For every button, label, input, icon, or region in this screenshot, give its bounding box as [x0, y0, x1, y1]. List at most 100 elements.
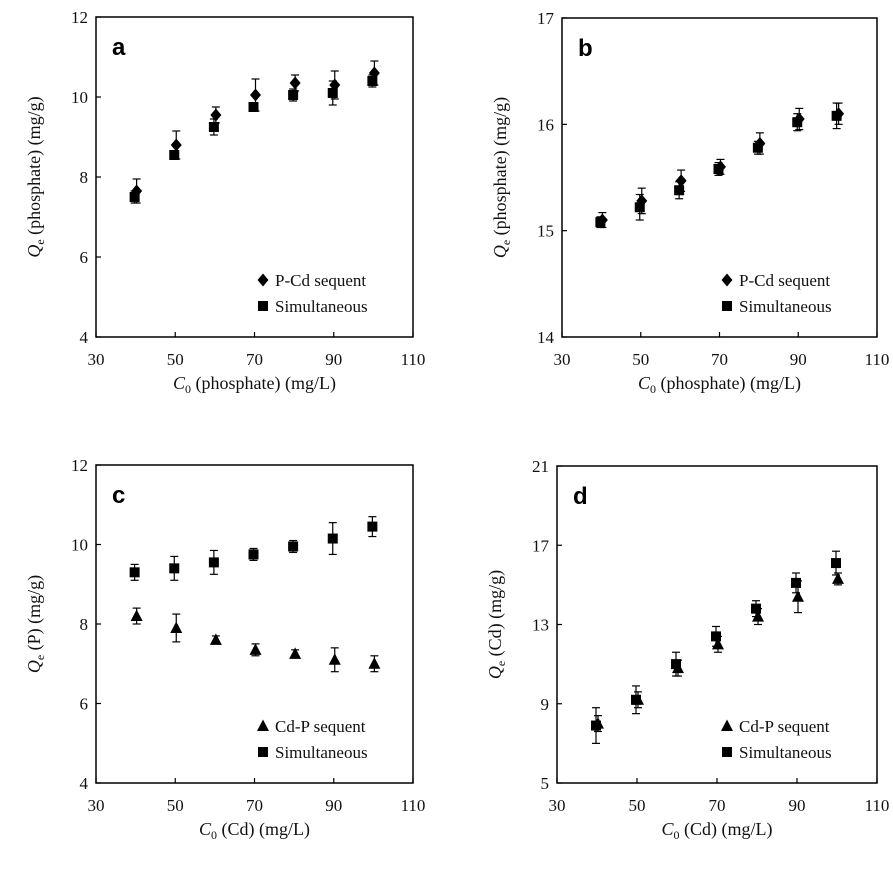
data-point — [713, 163, 724, 174]
x-tick-label: 110 — [401, 350, 426, 369]
y-tick-label: 5 — [541, 774, 550, 793]
legend-marker — [258, 301, 268, 311]
legend-label: Cd-P sequent — [275, 717, 366, 736]
y-tick-label: 8 — [80, 615, 89, 634]
data-point — [328, 653, 341, 665]
y-tick-label: 6 — [80, 695, 89, 714]
x-axis-label-text: (Cd) (mg/L) — [680, 819, 773, 840]
legend-marker — [722, 747, 732, 757]
x-tick-label: 50 — [629, 796, 646, 815]
x-axis-label-var: C — [199, 819, 212, 839]
legend: Cd-P sequent Simultaneous — [721, 717, 832, 762]
y-tick-label: 4 — [80, 774, 89, 793]
data-point — [595, 217, 606, 228]
series-square — [595, 102, 842, 229]
series-diamond — [131, 60, 380, 204]
x-axis-label: C0 (phosphate) (mg/L) — [638, 373, 801, 396]
data-point — [129, 192, 140, 202]
x-tick-label: 70 — [709, 796, 726, 815]
y-tick-label: 16 — [537, 115, 554, 134]
data-point — [831, 558, 841, 569]
y-axis-label-var: Q — [24, 660, 44, 673]
data-point — [169, 150, 180, 160]
data-point — [327, 533, 338, 544]
y-tick-label: 17 — [532, 536, 550, 555]
legend-marker — [721, 273, 733, 287]
x-tick-label: 50 — [167, 796, 184, 815]
legend-marker — [258, 747, 268, 757]
x-tick-label: 110 — [865, 350, 890, 369]
series-square — [129, 74, 378, 204]
legend: Cd-P sequent Simultaneous — [257, 717, 368, 762]
x-axis-label-sub: 0 — [185, 382, 191, 396]
y-tick-label: 12 — [71, 456, 88, 475]
panel-label: b — [578, 35, 593, 62]
series-square — [591, 550, 841, 744]
legend-label: Simultaneous — [275, 743, 368, 762]
data-point — [250, 88, 261, 102]
data-point — [832, 572, 844, 584]
x-tick-label: 110 — [865, 796, 890, 815]
data-point — [791, 577, 801, 588]
legend: P-Cd sequent Simultaneous — [257, 271, 368, 316]
legend: P-Cd sequent Simultaneous — [721, 271, 832, 316]
data-point — [591, 720, 601, 731]
data-point — [248, 102, 259, 112]
y-axis-label: Qe (Cd) (mg/g) — [485, 570, 508, 679]
data-point — [208, 557, 219, 568]
x-axis-label-text: (phosphate) (mg/L) — [656, 373, 801, 394]
x-axis-label-var: C — [662, 819, 675, 839]
data-point — [170, 138, 182, 152]
x-tick-label: 30 — [554, 350, 571, 369]
x-axis-label-text: (Cd) (mg/L) — [217, 819, 310, 840]
legend-label: Cd-P sequent — [739, 717, 830, 736]
x-tick-label: 30 — [549, 796, 566, 815]
y-tick-label: 6 — [80, 248, 89, 267]
data-point — [129, 567, 140, 578]
legend-label: Simultaneous — [739, 297, 832, 316]
data-point — [170, 621, 183, 633]
x-tick-label: 90 — [325, 796, 342, 815]
x-axis-label-sub: 0 — [211, 828, 217, 842]
y-axis-label-sub: e — [33, 239, 47, 244]
x-tick-label: 70 — [246, 350, 263, 369]
x-axis-label: C0 (Cd) (mg/L) — [662, 819, 773, 842]
data-point — [674, 185, 685, 196]
panel-label: d — [573, 483, 588, 510]
data-point — [675, 174, 687, 188]
y-axis-label-var: Q — [485, 666, 505, 679]
y-tick-label: 21 — [532, 457, 549, 476]
data-point — [751, 603, 761, 614]
series-square — [129, 516, 378, 581]
y-tick-label: 13 — [532, 616, 549, 635]
data-point — [208, 122, 219, 132]
legend-label: Simultaneous — [739, 743, 832, 762]
panel-c: 4 6 8 10 12 30 50 70 90 110 C0 (Cd) (mg/L) Qe (P) (… — [24, 456, 425, 842]
x-axis-label-sub: 0 — [650, 382, 656, 396]
data-point — [288, 90, 299, 100]
data-point — [289, 76, 301, 90]
data-point — [367, 521, 378, 532]
x-tick-label: 30 — [88, 796, 105, 815]
x-tick-label: 70 — [246, 796, 263, 815]
data-point — [752, 610, 764, 622]
y-axis-label-sub: e — [33, 655, 47, 660]
panel-d: 5 9 13 17 21 30 50 70 90 110 C0 (Cd) (mg/L) Qe (Cd)… — [485, 457, 889, 842]
y-tick-label: 17 — [537, 9, 555, 28]
y-axis-label-sub: e — [499, 240, 513, 245]
y-tick-label: 14 — [537, 328, 555, 347]
y-tick-label: 10 — [71, 88, 88, 107]
y-tick-label: 12 — [71, 8, 88, 27]
data-point — [711, 631, 721, 642]
x-tick-label: 30 — [88, 350, 105, 369]
y-tick-label: 10 — [71, 536, 88, 555]
data-point — [169, 563, 180, 574]
y-tick-label: 15 — [537, 222, 554, 241]
data-point — [130, 609, 143, 622]
legend-marker — [722, 301, 732, 311]
x-axis-label-var: C — [638, 373, 651, 393]
panel-label: a — [112, 34, 126, 61]
legend-marker — [257, 273, 269, 287]
data-point — [634, 202, 645, 213]
